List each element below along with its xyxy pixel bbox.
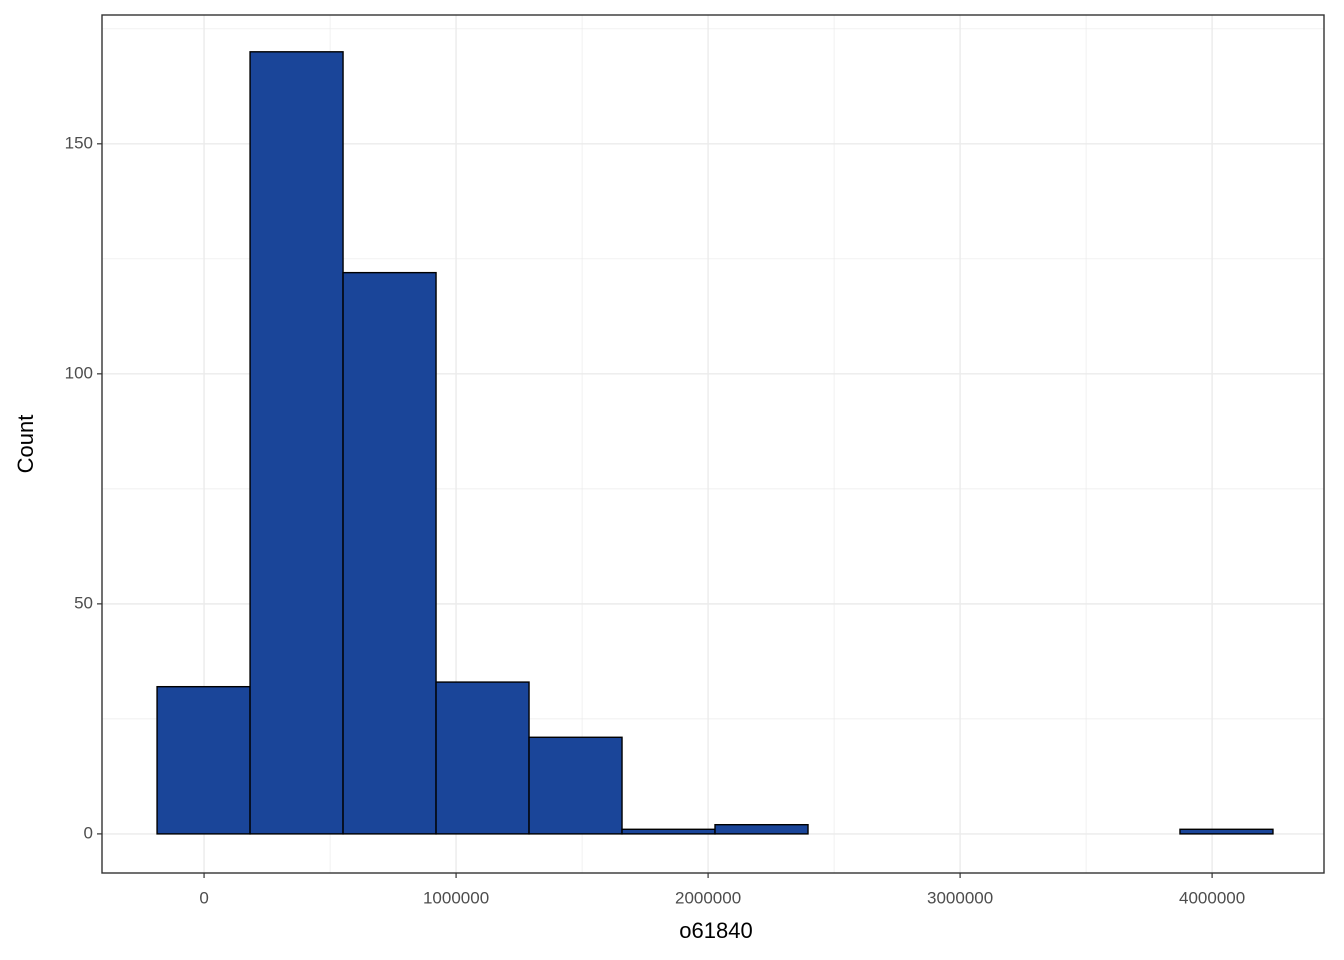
y-tick-label: 50 [74,593,93,612]
bar [528,736,623,835]
y-tick-label: 150 [65,133,93,152]
bar [156,685,251,835]
x-tick-label: 3000000 [927,888,993,907]
x-tick-label: 2000000 [675,888,741,907]
x-tick-label: 0 [199,888,208,907]
bar [342,271,437,835]
y-tick-label: 100 [65,363,93,382]
panel-border [101,14,1325,874]
x-axis-title: o61840 [679,918,752,943]
y-axis-title: Count [13,415,38,474]
bar [435,681,530,835]
bar [1179,828,1274,835]
x-tick-label: 4000000 [1179,888,1245,907]
y-tick-label: 0 [84,823,93,842]
bar [249,51,344,835]
bar [621,828,716,835]
bar [714,823,809,835]
x-tick-label: 1000000 [423,888,489,907]
